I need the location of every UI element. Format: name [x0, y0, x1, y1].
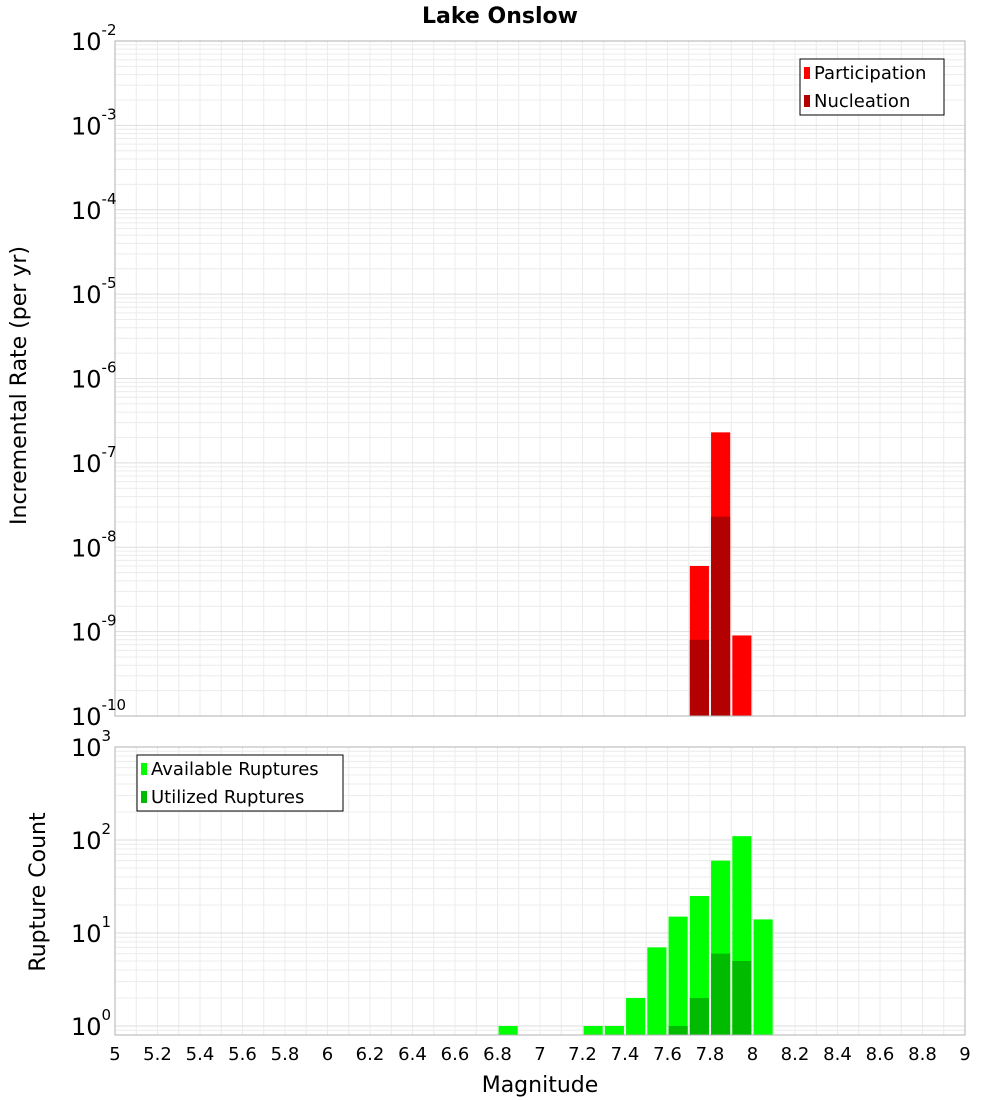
series-utilized-ruptures [668, 953, 752, 1035]
legend: Participation Nucleation [799, 58, 945, 116]
legend-entry: Participation [814, 63, 926, 84]
y-tick-exponent: -3 [102, 105, 117, 123]
plot-border [114, 746, 966, 1036]
legend-swatch [141, 763, 147, 775]
bar [689, 997, 709, 1035]
x-tick-label: 8.8 [908, 1044, 937, 1065]
x-tick-label: 6.6 [441, 1044, 470, 1065]
x-tick-label: 7.4 [611, 1044, 640, 1065]
legend-entry: Nucleation [814, 91, 910, 112]
bar [689, 639, 709, 716]
y-tick-exponent: -8 [102, 527, 117, 545]
y-tick-exponent: -2 [102, 21, 117, 39]
y-tick-label: 10-10 [71, 696, 126, 731]
legend-entry: Utilized Ruptures [151, 787, 304, 808]
x-tick-label: 7 [534, 1044, 545, 1065]
bar [498, 1025, 518, 1035]
bar [711, 953, 731, 1035]
y-tick-label: 100 [71, 1006, 111, 1041]
legend: Available Ruptures Utilized Ruptures [136, 754, 344, 812]
legend-entry: Available Ruptures [151, 759, 319, 780]
y-tick-exponent: -6 [102, 359, 117, 377]
bar [668, 1025, 688, 1035]
legend-swatch [141, 791, 147, 803]
y-tick-label: 10-8 [71, 527, 117, 562]
y-tick-label: 102 [71, 820, 111, 855]
x-axis-title: Magnitude [482, 1073, 599, 1098]
x-tick-label: 8.4 [823, 1044, 852, 1065]
legend-box [136, 754, 344, 812]
panel-1: 10-10 10-9 10-8 10-7 10-6 10-5 10-4 10-3 10-2 Par… [71, 21, 966, 731]
x-tick-label: 7.8 [696, 1044, 725, 1065]
y-tick-exponent: -10 [102, 696, 127, 714]
x-tick-label: 6.2 [356, 1044, 385, 1065]
y-tick-exponent: -9 [102, 612, 117, 630]
x-tick-label: 7.2 [568, 1044, 597, 1065]
bar [732, 960, 752, 1035]
chart-title: Lake Onslow [422, 4, 578, 29]
bar [626, 997, 646, 1035]
x-tick-label: 9 [959, 1044, 970, 1065]
y-tick-label: 10-2 [71, 21, 117, 56]
y-tick-label: 10-9 [71, 612, 117, 647]
bar [583, 1025, 603, 1035]
legend-swatch [804, 95, 810, 107]
y-tick-label: 103 [71, 727, 111, 762]
y-tick-label: 10-4 [71, 190, 117, 225]
y-tick-exponent: 2 [102, 820, 112, 838]
x-tick-label: 5.8 [271, 1044, 300, 1065]
x-tick-label: 5.2 [143, 1044, 172, 1065]
y-tick-label: 10-7 [71, 443, 117, 478]
y-tick-exponent: 3 [102, 727, 112, 745]
x-tick-label: 6.4 [398, 1044, 427, 1065]
y-axis-title-count: Rupture Count [26, 812, 51, 972]
bar [753, 919, 773, 1035]
x-tick-label: 7.6 [653, 1044, 682, 1065]
x-tick-label: 5.4 [186, 1044, 215, 1065]
bar [647, 947, 667, 1035]
y-tick-exponent: -5 [102, 274, 117, 292]
legend-swatch [804, 67, 810, 79]
x-tick-labels: 5 5.2 5.4 5.6 5.8 6 6.2 6.4 6.6 6.8 7 7.2 7.4 7.6 7.8 8… [109, 1044, 970, 1065]
y-tick-label: 10-6 [71, 359, 117, 394]
y-tick-label: 10-5 [71, 274, 117, 309]
legend-box [799, 58, 945, 116]
x-tick-label: 5.6 [228, 1044, 257, 1065]
x-tick-label: 8.2 [781, 1044, 810, 1065]
bar [604, 1025, 624, 1035]
y-tick-label: 10-3 [71, 105, 117, 140]
series-nucleation [689, 516, 731, 716]
x-tick-label: 8 [747, 1044, 758, 1065]
y-tick-exponent: -4 [102, 190, 117, 208]
grid [114, 41, 966, 717]
x-tick-label: 8.6 [866, 1044, 895, 1065]
y-tick-label: 101 [71, 913, 111, 948]
y-tick-exponent: 1 [102, 913, 112, 931]
x-tick-label: 5 [109, 1044, 120, 1065]
y-tick-exponent: 0 [102, 1006, 112, 1024]
bar [668, 916, 688, 1035]
bar [711, 516, 731, 716]
y-axis-title-rate: Incremental Rate (per yr) [7, 246, 32, 525]
x-tick-label: 6 [322, 1044, 333, 1065]
y-tick-exponent: -7 [102, 443, 117, 461]
x-tick-label: 6.8 [483, 1044, 512, 1065]
bar [732, 635, 752, 716]
plot-border [114, 40, 966, 717]
